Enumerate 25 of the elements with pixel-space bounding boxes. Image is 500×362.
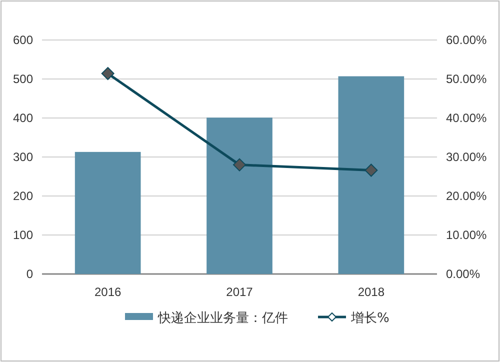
x-tick-label: 2017 <box>226 285 254 299</box>
y2-tick-label: 50.00% <box>446 72 488 86</box>
legend-label: 快递企业业务量：亿件 <box>157 311 288 326</box>
bar <box>338 76 404 274</box>
point <box>364 164 378 177</box>
y2-tick-label: 40.00% <box>446 111 488 125</box>
point <box>101 67 114 80</box>
legend-label: 增长% <box>350 311 390 326</box>
y2-tick-label: 0.00% <box>446 267 480 281</box>
y-tick-label: 100 <box>12 228 34 242</box>
x-tick-label: 2016 <box>94 285 122 299</box>
y2-tick-label: 30.00% <box>446 150 488 164</box>
y-tick-label: 400 <box>12 111 34 125</box>
y-tick-label: 200 <box>12 189 34 203</box>
bar <box>74 152 141 274</box>
point <box>233 158 246 172</box>
y-tick-label: 0 <box>26 267 34 281</box>
y-tick-label: 600 <box>12 33 34 47</box>
y-tick-label: 500 <box>12 72 34 86</box>
x-tick-label: 2018 <box>358 285 385 299</box>
y2-tick-label: 10.00% <box>446 228 488 242</box>
y-tick-label: 300 <box>12 150 34 164</box>
bar <box>206 118 272 274</box>
y2-tick-label: 20.00% <box>446 189 488 203</box>
y2-tick-label: 60.00% <box>446 33 488 47</box>
